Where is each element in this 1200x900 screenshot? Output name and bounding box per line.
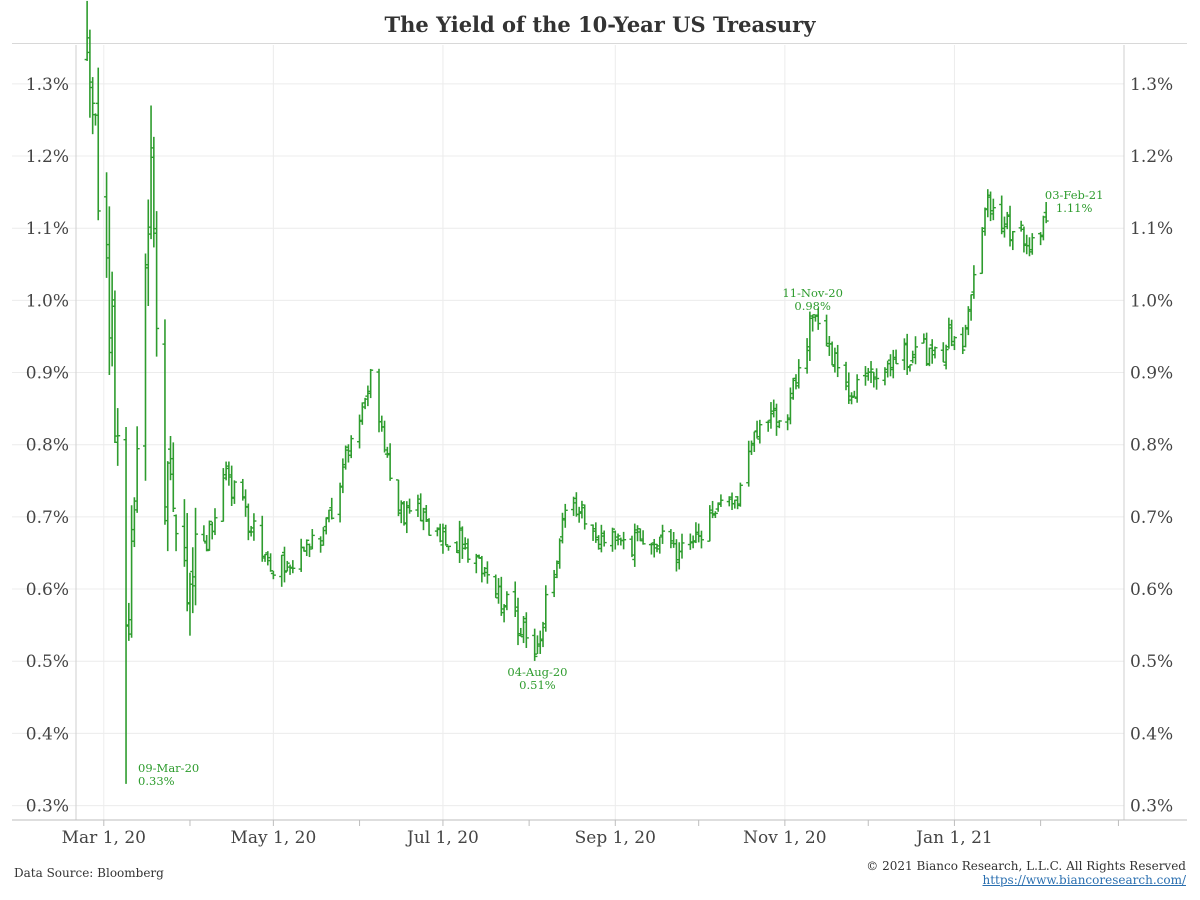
y-tick-label-right: 1.1% [1130, 219, 1173, 239]
y-tick-label-left: 1.0% [26, 291, 69, 311]
website-link[interactable]: https://www.biancoresearch.com/ [982, 873, 1186, 887]
x-tick-label: May 1, 20 [230, 828, 316, 848]
y-tick-label-left: 1.1% [26, 219, 69, 239]
data-source: Data Source: Bloomberg [14, 866, 164, 880]
y-tick-label-left: 0.6% [26, 580, 69, 600]
y-tick-label-left: 0.5% [26, 652, 69, 672]
annotation-date: 09-Mar-20 [138, 761, 199, 775]
chart-title: The Yield of the 10-Year US Treasury [384, 12, 816, 37]
y-tick-label-right: 1.0% [1130, 291, 1173, 311]
y-tick-label-right: 0.6% [1130, 580, 1173, 600]
y-tick-label-left: 0.8% [26, 436, 69, 456]
x-tick-label: Jan 1, 21 [914, 828, 993, 848]
y-tick-label-right: 0.3% [1130, 797, 1173, 817]
y-tick-label-right: 0.9% [1130, 364, 1173, 384]
annotation-date: 11-Nov-20 [782, 286, 843, 300]
price-bars [84, 0, 1049, 784]
annotation-value: 0.33% [138, 774, 175, 788]
y-tick-label-left: 1.2% [26, 147, 69, 167]
y-tick-label-left: 0.4% [26, 724, 69, 744]
annotation-value: 0.98% [794, 299, 831, 313]
annotation-date: 03-Feb-21 [1045, 188, 1104, 202]
x-tick-label: Sep 1, 20 [575, 828, 656, 848]
y-tick-label-right: 0.5% [1130, 652, 1173, 672]
annotation-date: 04-Aug-20 [507, 665, 567, 679]
y-tick-label-right: 1.3% [1130, 75, 1173, 95]
y-tick-label-left: 1.3% [26, 75, 69, 95]
copyright: © 2021 Bianco Research, L.L.C. All Right… [866, 859, 1186, 873]
y-tick-label-left: 0.3% [26, 797, 69, 817]
x-tick-label: Mar 1, 20 [62, 828, 146, 848]
annotation-value: 1.11% [1056, 201, 1093, 215]
annotation-value: 0.51% [519, 678, 556, 692]
x-tick-label: Jul 1, 20 [405, 828, 479, 848]
y-tick-label-right: 0.8% [1130, 436, 1173, 456]
y-tick-label-right: 0.7% [1130, 508, 1173, 528]
x-tick-label: Nov 1, 20 [743, 828, 826, 848]
title-divider [12, 43, 1187, 44]
y-tick-label-left: 0.7% [26, 508, 69, 528]
y-tick-label-right: 1.2% [1130, 147, 1173, 167]
y-tick-label-right: 0.4% [1130, 724, 1173, 744]
y-tick-label-left: 0.9% [26, 364, 69, 384]
